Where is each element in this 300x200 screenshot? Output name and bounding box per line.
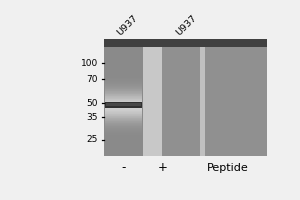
Bar [105, 82, 142, 83]
Bar [105, 112, 142, 113]
Bar [105, 81, 142, 82]
Bar [105, 105, 142, 106]
Bar [105, 133, 142, 134]
Bar [105, 84, 142, 85]
Bar [105, 124, 142, 125]
Bar [200, 39, 205, 156]
Bar [105, 80, 142, 81]
Bar [105, 87, 142, 88]
Bar [105, 79, 142, 80]
Bar [205, 39, 266, 156]
Bar [104, 39, 266, 47]
Bar [105, 113, 142, 114]
Bar [105, 121, 142, 122]
Bar [105, 118, 142, 119]
Bar [105, 108, 142, 109]
Bar [105, 86, 142, 87]
Bar [105, 116, 142, 117]
Bar [105, 127, 142, 128]
Text: 25: 25 [87, 135, 98, 144]
Bar [105, 107, 142, 108]
Bar [105, 83, 142, 84]
Bar [105, 123, 142, 124]
Bar [105, 89, 142, 90]
Bar [105, 90, 142, 91]
Bar [105, 98, 142, 99]
Bar [105, 111, 142, 112]
Bar [105, 95, 142, 96]
Bar [105, 129, 142, 130]
Bar [105, 101, 142, 102]
Bar [105, 103, 142, 104]
Bar [105, 92, 142, 93]
Bar [104, 39, 143, 156]
Bar [105, 115, 142, 116]
Bar [105, 132, 142, 133]
Bar [162, 39, 200, 156]
Bar [105, 97, 142, 98]
Bar [105, 100, 142, 101]
Bar [105, 126, 142, 127]
Text: 35: 35 [86, 113, 98, 122]
Bar [105, 110, 142, 111]
Bar [105, 109, 142, 110]
Bar [105, 106, 142, 107]
Text: 100: 100 [81, 59, 98, 68]
Bar [105, 120, 142, 121]
Bar [105, 102, 142, 108]
Bar [105, 94, 142, 95]
Bar [105, 88, 142, 89]
Text: U937: U937 [115, 13, 139, 37]
Bar [105, 125, 142, 126]
Text: U937: U937 [174, 13, 198, 37]
Bar [105, 99, 142, 100]
Bar [105, 128, 142, 129]
Bar [105, 117, 142, 118]
Bar [106, 103, 141, 106]
Text: 50: 50 [86, 99, 98, 108]
Bar [105, 96, 142, 97]
Bar [105, 78, 142, 79]
Text: +: + [158, 161, 168, 174]
Bar [105, 131, 142, 132]
Bar [143, 39, 162, 156]
Bar [105, 104, 142, 105]
Text: Peptide: Peptide [207, 163, 249, 173]
Bar [105, 93, 142, 94]
Text: 70: 70 [86, 75, 98, 84]
Bar [105, 130, 142, 131]
Bar [105, 122, 142, 123]
Bar [105, 102, 142, 103]
Text: -: - [121, 161, 126, 174]
Bar [105, 85, 142, 86]
Bar [105, 114, 142, 115]
Bar [105, 134, 142, 135]
Bar [105, 91, 142, 92]
Bar [105, 119, 142, 120]
